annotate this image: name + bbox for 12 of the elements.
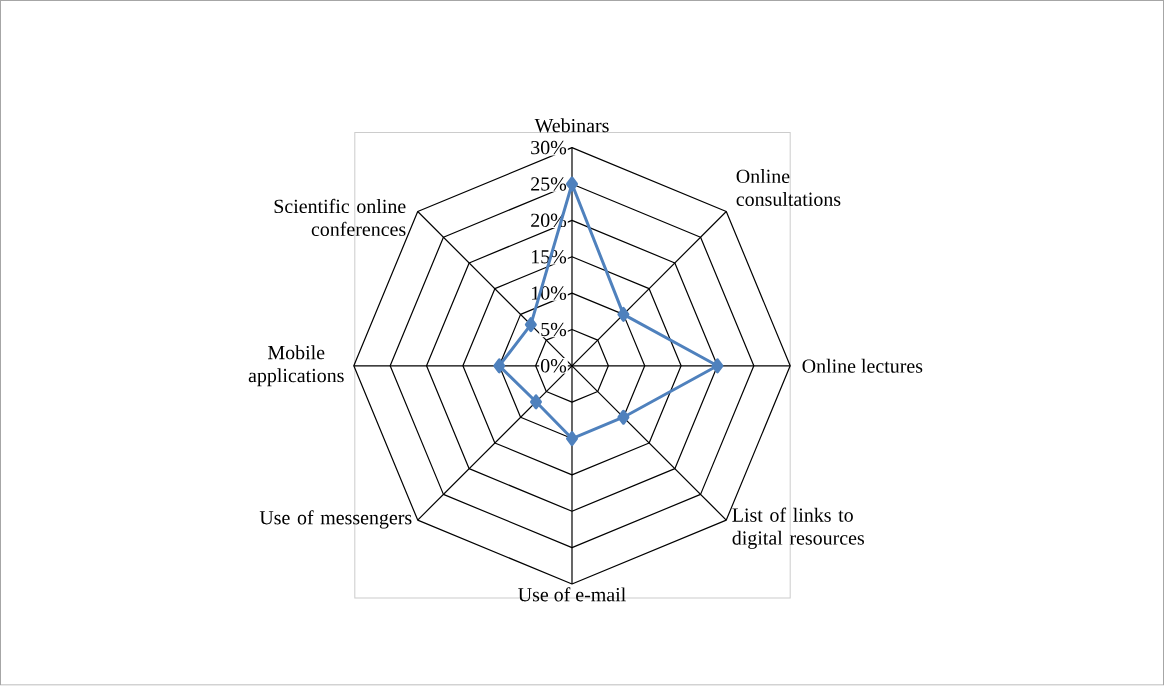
spoke-label: Online lectures	[802, 358, 923, 374]
y-tick-label: 25%	[531, 177, 567, 191]
y-tick-label: 30%	[531, 141, 567, 155]
y-tick-label: 5%	[541, 322, 567, 337]
spoke-label: Scientific online conferences	[274, 199, 406, 237]
spoke-label: Use of messengers	[259, 510, 412, 529]
spoke-label: Mobile applications	[248, 345, 344, 387]
spoke-label: Online consultations	[736, 169, 841, 207]
spoke-label: Webinars	[534, 118, 609, 133]
y-tick-label: 0%	[540, 359, 567, 373]
spoke-label: List of links to digital resources	[732, 507, 864, 550]
spoke-label: Use of e-mail	[518, 587, 626, 602]
